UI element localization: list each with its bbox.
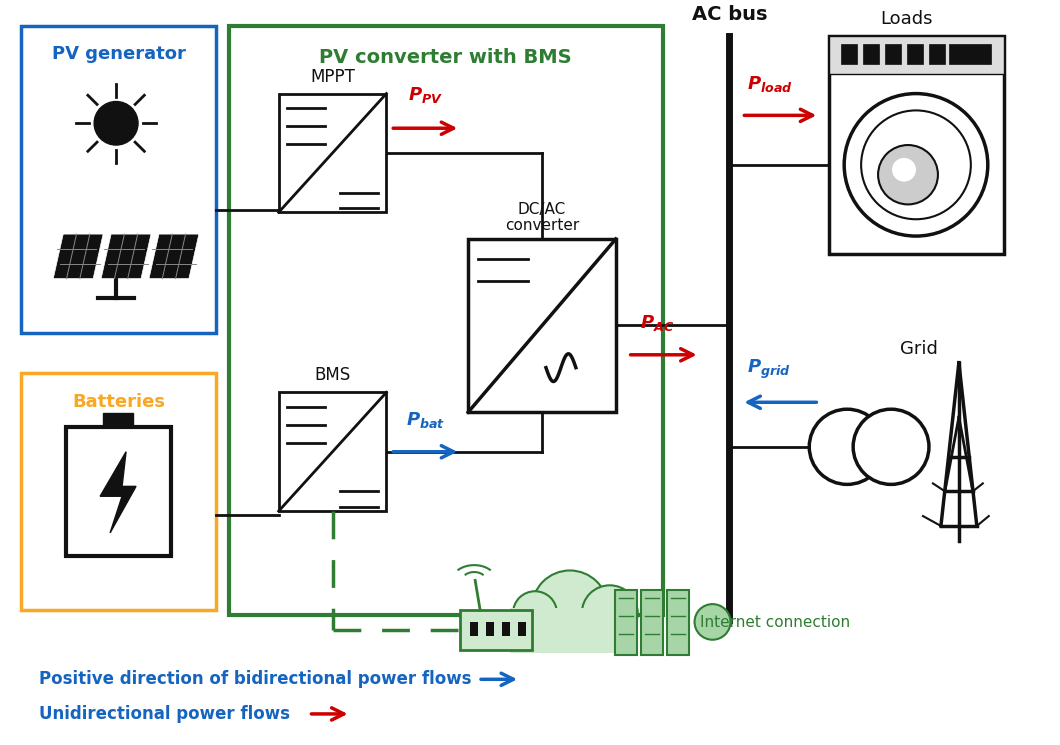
Bar — [829, 37, 1004, 254]
Circle shape — [878, 145, 938, 204]
Circle shape — [94, 101, 138, 145]
Text: Internet connection: Internet connection — [700, 615, 850, 630]
Polygon shape — [100, 451, 136, 533]
Bar — [487, 622, 494, 635]
Text: converter: converter — [505, 218, 579, 233]
Circle shape — [513, 592, 556, 635]
Text: Unidirectional power flows: Unidirectional power flows — [39, 705, 290, 723]
Text: Batteries: Batteries — [72, 393, 165, 411]
Bar — [229, 26, 662, 615]
Bar — [667, 590, 689, 655]
Circle shape — [853, 409, 929, 484]
Circle shape — [809, 409, 885, 484]
Polygon shape — [101, 234, 151, 279]
Bar — [469, 239, 616, 412]
Circle shape — [694, 604, 730, 640]
Bar — [863, 44, 879, 64]
Circle shape — [893, 158, 916, 182]
Polygon shape — [53, 234, 103, 279]
Bar — [885, 44, 901, 64]
Text: $\bfit{P}_{PV}$: $\bfit{P}_{PV}$ — [408, 86, 443, 106]
Polygon shape — [149, 234, 199, 279]
Bar — [949, 44, 991, 64]
Bar — [842, 44, 858, 64]
Bar — [279, 393, 387, 511]
Bar — [615, 590, 637, 655]
Circle shape — [582, 586, 638, 641]
Bar — [640, 590, 662, 655]
Bar — [907, 44, 923, 64]
Bar — [460, 610, 532, 650]
Text: Grid: Grid — [900, 340, 938, 358]
Bar — [279, 94, 387, 212]
Text: AC bus: AC bus — [692, 5, 767, 25]
Text: PV converter with BMS: PV converter with BMS — [319, 48, 572, 68]
Text: Positive direction of bidirectional power flows: Positive direction of bidirectional powe… — [39, 670, 472, 688]
Bar — [66, 427, 171, 556]
Bar — [510, 608, 630, 653]
Text: $\bfit{P}_{AC}$: $\bfit{P}_{AC}$ — [640, 313, 674, 333]
Text: $\bfit{P}_{grid}$: $\bfit{P}_{grid}$ — [747, 358, 792, 381]
Text: $\bfit{P}_{bat}$: $\bfit{P}_{bat}$ — [406, 410, 445, 430]
Text: Loads: Loads — [880, 10, 933, 28]
Text: BMS: BMS — [315, 367, 351, 384]
Bar — [502, 622, 510, 635]
Text: MPPT: MPPT — [311, 68, 355, 86]
Bar — [929, 44, 944, 64]
Text: PV generator: PV generator — [52, 45, 186, 63]
Bar — [103, 413, 134, 427]
Bar — [518, 622, 526, 635]
Text: DC/AC: DC/AC — [518, 202, 566, 218]
Bar — [829, 37, 1004, 74]
Bar — [21, 372, 216, 610]
Circle shape — [532, 571, 607, 646]
Bar — [471, 622, 478, 635]
Circle shape — [844, 94, 988, 236]
Bar — [21, 26, 216, 333]
Circle shape — [861, 110, 971, 219]
Text: $\bfit{P}_{load}$: $\bfit{P}_{load}$ — [747, 74, 794, 94]
